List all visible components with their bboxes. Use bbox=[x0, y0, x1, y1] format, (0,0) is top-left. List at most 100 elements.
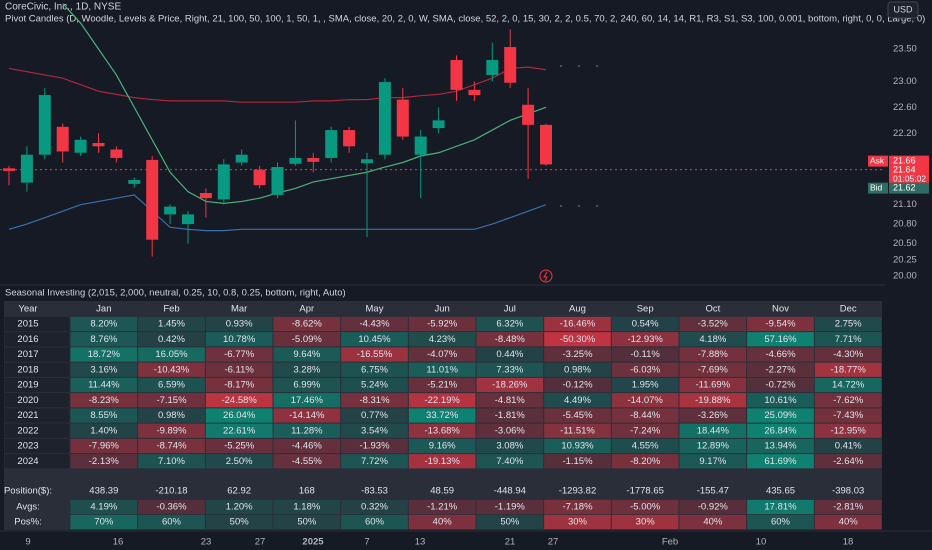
table-cell bbox=[408, 347, 476, 362]
candle-body bbox=[199, 192, 212, 199]
cell-value: 61.69% bbox=[764, 456, 797, 467]
row-label: Pos%: bbox=[14, 517, 41, 528]
table-cell bbox=[747, 454, 814, 469]
ask-label: Ask bbox=[870, 155, 885, 165]
last-price: 21.64 bbox=[893, 165, 916, 175]
seasonal-table: Year Jan Feb Mar Apr May Jun Jul Aug Sep Oct Nov Dec… bbox=[4, 301, 882, 530]
cell-value: -0.92% bbox=[698, 502, 729, 513]
table-cell bbox=[138, 362, 205, 377]
cell-value: 40% bbox=[703, 517, 723, 528]
cell-value: -7.69% bbox=[698, 364, 729, 375]
price-tick-label: 20.25 bbox=[893, 254, 917, 265]
cell-value: 3.16% bbox=[90, 364, 117, 375]
alert-icon[interactable] bbox=[539, 269, 553, 283]
cell-value: -3.52% bbox=[698, 319, 729, 330]
cell-value: -50.30% bbox=[560, 334, 596, 345]
cell-value: -0.36% bbox=[156, 502, 187, 513]
cell-value: 0.54% bbox=[632, 319, 659, 330]
cell-value: 50% bbox=[230, 517, 250, 528]
currency[interactable]: USD bbox=[893, 4, 913, 14]
cell-value: 3.28% bbox=[293, 364, 320, 375]
cell-value: -5.92% bbox=[427, 319, 458, 330]
cell-value: 5.24% bbox=[361, 380, 388, 391]
table-cell bbox=[679, 393, 747, 408]
table-cell bbox=[679, 514, 747, 530]
cell-value: 1.20% bbox=[226, 502, 253, 513]
candle-body bbox=[289, 157, 302, 164]
table-cell bbox=[273, 408, 341, 423]
table-cell bbox=[747, 423, 814, 438]
cell-value: -18.26% bbox=[492, 380, 528, 391]
table-cell bbox=[679, 408, 747, 423]
table-cell bbox=[205, 514, 273, 530]
cell-value: -7.18% bbox=[562, 502, 593, 513]
time-tick-label: 7 bbox=[364, 537, 369, 548]
table-cell bbox=[476, 438, 544, 454]
cell-value: -6.77% bbox=[224, 349, 255, 360]
table-cell bbox=[408, 332, 476, 347]
row-label: 2017 bbox=[17, 349, 38, 360]
cell-value: 50% bbox=[500, 517, 520, 528]
table-cell bbox=[544, 332, 611, 347]
cell-value: 4.19% bbox=[90, 502, 117, 513]
table-cell bbox=[4, 362, 70, 377]
cell-value: -9.54% bbox=[765, 319, 796, 330]
cell-value: -2.27% bbox=[765, 364, 796, 375]
table-cell bbox=[341, 362, 408, 377]
cell-value: 12.89% bbox=[697, 441, 730, 452]
table-cell bbox=[611, 316, 679, 332]
table-cell bbox=[341, 454, 408, 469]
table-cell bbox=[273, 438, 341, 454]
bid-price: 21.62 bbox=[893, 183, 916, 193]
table-cell bbox=[611, 347, 679, 362]
table-cell bbox=[205, 499, 273, 515]
cell-value: -1.81% bbox=[495, 410, 526, 421]
cell-value: 60% bbox=[771, 517, 791, 528]
table-cell bbox=[408, 454, 476, 469]
seasonal-title: Seasonal Investing (2,015, 2,000, neutra… bbox=[5, 288, 346, 299]
cell-value: 30% bbox=[636, 517, 656, 528]
cell-value: -2.13% bbox=[89, 456, 120, 467]
indicator-title[interactable]: Pivot Candles (D, Woodle, Levels & Price… bbox=[5, 14, 925, 25]
table-cell bbox=[476, 377, 544, 393]
price-tick-label: 20.50 bbox=[893, 238, 917, 249]
cell-value: -8.17% bbox=[224, 380, 255, 391]
cell-value: May bbox=[366, 304, 384, 315]
table-cell bbox=[408, 438, 476, 454]
cell-value: 438.39 bbox=[89, 486, 118, 497]
cell-value: 22.61% bbox=[223, 425, 256, 436]
cell-value: -448.94 bbox=[494, 486, 526, 497]
table-cell bbox=[679, 454, 747, 469]
table-cell bbox=[341, 377, 408, 393]
table-cell bbox=[476, 347, 544, 362]
table-cell bbox=[611, 438, 679, 454]
table-cell bbox=[611, 499, 679, 515]
cell-value: 8.55% bbox=[90, 410, 117, 421]
cell-value: -210.18 bbox=[155, 486, 187, 497]
table-cell bbox=[544, 362, 611, 377]
cell-value: 435.65 bbox=[766, 486, 795, 497]
cell-value: 13.94% bbox=[764, 441, 797, 452]
time-tick-label: 23 bbox=[201, 537, 212, 548]
row-label: 2019 bbox=[17, 380, 38, 391]
table-cell bbox=[814, 499, 882, 515]
cell-value: -0.11% bbox=[630, 349, 660, 360]
price-tick-label: 23.50 bbox=[893, 44, 917, 55]
table-cell bbox=[408, 514, 476, 530]
currency-box[interactable] bbox=[887, 1, 919, 19]
cell-value: Dec bbox=[840, 304, 857, 315]
cell-value: 0.77% bbox=[361, 410, 388, 421]
table-cell bbox=[747, 408, 814, 423]
cell-value: -1778.65 bbox=[626, 486, 664, 497]
row-label: Position($): bbox=[4, 486, 52, 497]
cell-value: -8.62% bbox=[292, 319, 323, 330]
cell-value: -8.20% bbox=[630, 456, 661, 467]
candle-body bbox=[3, 168, 15, 171]
cell-value: 16.05% bbox=[155, 349, 188, 360]
cell-value: Mar bbox=[231, 304, 247, 315]
table-cell bbox=[679, 347, 747, 362]
cell-value: 18.72% bbox=[88, 349, 121, 360]
price-tick-label: 23.00 bbox=[893, 76, 917, 87]
table-cell bbox=[408, 362, 476, 377]
